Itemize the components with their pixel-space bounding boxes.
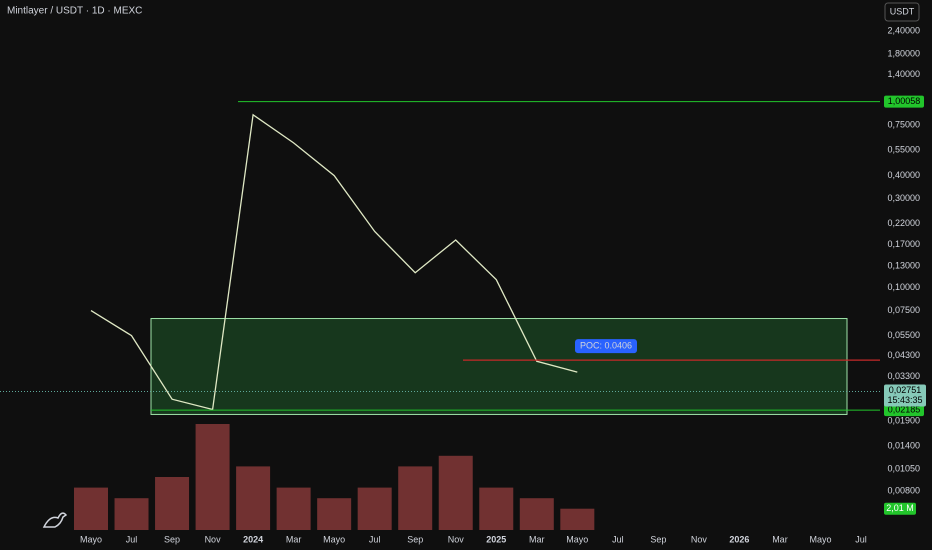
currency-label[interactable]: USDT: [890, 6, 915, 16]
y-tick-label: 0,04300: [887, 350, 920, 360]
y-tick-label: 0,13000: [887, 261, 920, 271]
volume-bar: [195, 424, 230, 530]
y-tick-label: 0,55000: [887, 144, 920, 154]
price-badge-label: 1,00058: [888, 96, 921, 106]
volume-bar: [519, 498, 554, 530]
volume-bar: [155, 477, 190, 530]
y-tick-label: 1,80000: [887, 49, 920, 59]
last-price-label: 0,02751: [889, 385, 922, 395]
y-tick-label: 0,40000: [887, 170, 920, 180]
volume-bar: [560, 508, 595, 530]
y-tick-label: 0,07500: [887, 305, 920, 315]
x-tick-label: Nov: [205, 534, 222, 544]
volume-bar: [114, 498, 149, 530]
x-tick-label: Mayo: [80, 534, 102, 544]
x-tick-label: Jul: [126, 534, 138, 544]
price-badge-label: 0,02185: [888, 404, 921, 414]
x-tick-label: Sep: [164, 534, 180, 544]
x-tick-label: Mayo: [566, 534, 588, 544]
y-tick-label: 0,22000: [887, 218, 920, 228]
volume-bar: [74, 487, 108, 530]
volume-bar: [398, 466, 433, 530]
y-tick-label: 0,17000: [887, 239, 920, 249]
y-tick-label: 0,00800: [887, 485, 920, 495]
x-tick-label: 2026: [729, 534, 749, 544]
volume-bar: [317, 498, 352, 530]
y-tick-label: 0,01050: [887, 464, 920, 474]
poc-badge: [575, 339, 637, 354]
chart-title: Mintlayer / USDT · 1D · MEXC: [7, 6, 142, 17]
x-tick-label: Jul: [369, 534, 381, 544]
volume-label: 2,01 M: [886, 503, 914, 513]
x-tick-label: Mar: [772, 534, 788, 544]
y-tick-label: 0,01400: [887, 440, 920, 450]
price-badge: [884, 404, 924, 417]
volume-badge: [884, 502, 916, 515]
price-badge: [884, 95, 924, 108]
x-tick-label: Sep: [650, 534, 666, 544]
y-tick-label: 0,75000: [887, 119, 920, 129]
volume-bar: [357, 487, 392, 530]
currency-button[interactable]: [884, 2, 920, 22]
price-line: [90, 113, 578, 411]
x-tick-label: Mayo: [809, 534, 831, 544]
y-tick-label: 2,40000: [887, 25, 920, 35]
x-tick-label: 2024: [243, 534, 263, 544]
x-tick-label: Mayo: [323, 534, 345, 544]
countdown: 15:43:35: [887, 395, 922, 405]
y-tick-label: 0,10000: [887, 282, 920, 292]
logo: [42, 512, 68, 528]
y-tick-label: 0,01900: [887, 416, 920, 426]
y-tick-label: 1,40000: [887, 69, 920, 79]
last-price-badge: [884, 384, 926, 407]
zone: [150, 318, 848, 415]
y-tick-label: 0,03300: [887, 371, 920, 381]
volume-bar: [438, 455, 473, 530]
x-tick-label: Mar: [529, 534, 545, 544]
volume-bar: [236, 466, 271, 530]
volume-bar: [276, 487, 311, 530]
y-tick-label: 0,05500: [887, 330, 920, 340]
x-tick-label: Nov: [691, 534, 708, 544]
x-tick-label: Nov: [448, 534, 465, 544]
x-tick-label: 2025: [486, 534, 506, 544]
x-tick-label: Jul: [612, 534, 624, 544]
x-tick-label: Sep: [407, 534, 423, 544]
x-tick-label: Jul: [855, 534, 867, 544]
x-tick-label: Mar: [286, 534, 302, 544]
poc-label: POC: 0.0406: [580, 340, 632, 350]
volume-bar: [479, 487, 514, 530]
y-tick-label: 0,30000: [887, 193, 920, 203]
